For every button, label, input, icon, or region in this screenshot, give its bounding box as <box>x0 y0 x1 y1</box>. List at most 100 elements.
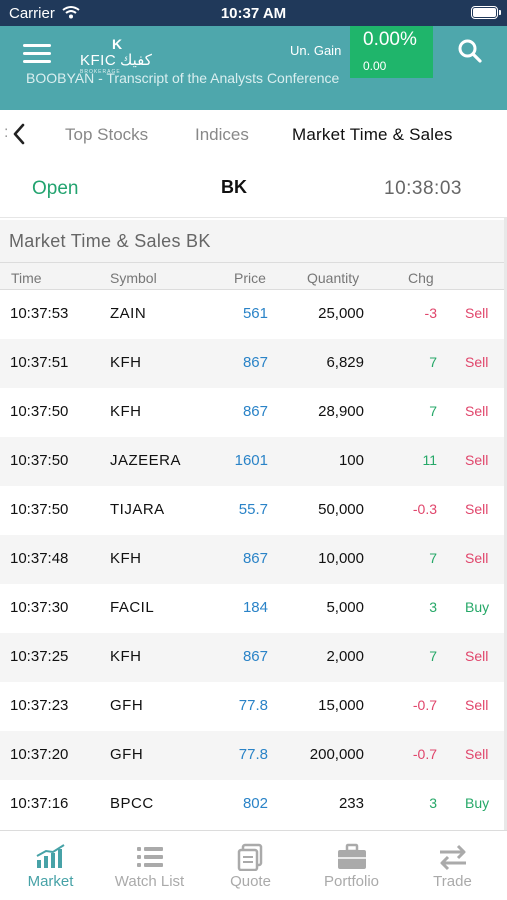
trade-time: 10:37:53 <box>10 305 69 322</box>
trade-price: 867 <box>242 648 268 665</box>
trade-symbol: BPCC <box>110 795 154 812</box>
logo-subtitle: BROKERAGE <box>80 69 121 75</box>
unrealized-gain-label: Un. Gain <box>290 43 342 58</box>
trade-side: Buy <box>465 599 490 615</box>
trade-quantity: 15,000 <box>318 697 364 714</box>
trade-change: 7 <box>429 550 437 566</box>
trade-time: 10:37:50 <box>10 452 69 469</box>
trade-quantity: 28,900 <box>318 403 364 420</box>
market-name[interactable]: BK <box>221 177 247 197</box>
trade-symbol: KFH <box>110 648 142 665</box>
search-icon[interactable] <box>457 38 483 64</box>
table-row[interactable]: 10:37:50 TIJARA 55.7 50,000 -0.3 Sell <box>0 486 504 535</box>
table-header: Time Symbol Price Quantity Chg <box>0 262 504 290</box>
table-row[interactable]: 10:37:16 BPCC 802 233 3 Buy <box>0 780 504 829</box>
trade-symbol: KFH <box>110 354 142 371</box>
scroll-track <box>504 218 507 830</box>
nav-quote[interactable]: Quote <box>200 831 301 900</box>
trade-symbol: KFH <box>110 403 142 420</box>
battery-icon <box>471 6 501 19</box>
logo-arabic-text: كفيك <box>120 51 152 69</box>
trade-side: Sell <box>465 403 489 419</box>
trade-time: 10:37:30 <box>10 599 69 616</box>
trade-change: -0.7 <box>412 746 437 762</box>
trade-symbol: ZAIN <box>110 305 147 322</box>
trade-symbol: TIJARA <box>110 501 165 518</box>
hamburger-menu-icon[interactable] <box>23 42 51 64</box>
nav-portfolio[interactable]: Portfolio <box>301 831 402 900</box>
trade-symbol: KFH <box>110 550 142 567</box>
trade-side: Sell <box>465 648 489 664</box>
trade-side: Sell <box>465 501 489 517</box>
trade-time: 10:37:50 <box>10 403 69 420</box>
trade-time: 10:37:20 <box>10 746 69 763</box>
trades-table: 10:37:53 ZAIN 561 25,000 -3 Sell 10:37:51 KFH 86… <box>0 290 504 829</box>
column-header-time[interactable]: Time <box>11 270 42 286</box>
tab-market-time-sales[interactable]: Market Time & Sales <box>292 125 453 144</box>
tab-indices[interactable]: Indices <box>195 125 249 144</box>
trade-quantity: 5,000 <box>326 599 364 616</box>
table-row[interactable]: 10:37:23 GFH 77.8 15,000 -0.7 Sell <box>0 682 504 731</box>
trade-change: 3 <box>429 599 437 615</box>
nav-trade-label: Trade <box>433 873 472 890</box>
panel-header: Market Time & Sales BK <box>0 220 504 262</box>
trade-price: 1601 <box>234 452 268 469</box>
table-row[interactable]: 10:37:25 KFH 867 2,000 7 Sell <box>0 633 504 682</box>
logo-mark: K <box>112 36 123 52</box>
trade-quantity: 25,000 <box>318 305 364 322</box>
trade-side: Sell <box>465 550 489 566</box>
chevron-left-icon[interactable] <box>8 122 32 146</box>
table-row[interactable]: 10:37:30 FACIL 184 5,000 3 Buy <box>0 584 504 633</box>
panel-title: Market Time & Sales BK <box>9 231 211 251</box>
trade-change: 7 <box>429 403 437 419</box>
trade-quantity: 6,829 <box>326 354 364 371</box>
nav-watch-list[interactable]: Watch List <box>99 831 200 900</box>
trade-time: 10:37:51 <box>10 354 69 371</box>
market-status-bar: Open BK 10:38:03 <box>0 158 507 218</box>
carrier-label: Carrier <box>9 5 55 22</box>
nav-market[interactable]: Market <box>0 831 101 900</box>
trade-price: 55.7 <box>238 501 268 518</box>
trade-quantity: 233 <box>338 795 364 812</box>
unrealized-gain-box[interactable]: 0.00% 0.00 <box>350 26 433 78</box>
table-row[interactable]: 10:37:20 GFH 77.8 200,000 -0.7 Sell <box>0 731 504 780</box>
unrealized-gain-percent: 0.00% <box>363 29 417 50</box>
column-header-price[interactable]: Price <box>234 270 266 286</box>
trade-side: Buy <box>465 795 490 811</box>
trade-time: 10:37:23 <box>10 697 69 714</box>
trade-price: 867 <box>242 403 268 420</box>
trade-price: 184 <box>242 599 268 616</box>
section-tabs: : Top Stocks Indices Market Time & Sales <box>0 110 507 158</box>
trade-time: 10:37:50 <box>10 501 69 518</box>
column-header-symbol[interactable]: Symbol <box>110 270 157 286</box>
trade-quantity: 50,000 <box>318 501 364 518</box>
trade-price: 77.8 <box>238 697 268 714</box>
portfolio-briefcase-icon <box>338 843 366 869</box>
trade-change: -3 <box>424 305 437 321</box>
trade-time: 10:37:16 <box>10 795 69 812</box>
trade-change: -0.3 <box>412 501 437 517</box>
market-clock: 10:38:03 <box>384 178 462 199</box>
market-chart-icon <box>36 844 65 868</box>
watch-list-icon <box>137 847 163 867</box>
tab-fragment: : <box>4 124 9 141</box>
trade-quantity: 2,000 <box>326 648 364 665</box>
trade-time: 10:37:25 <box>10 648 69 665</box>
kfic-logo: K KFIC كفيك BROKERAGE <box>70 36 170 76</box>
table-row[interactable]: 10:37:48 KFH 867 10,000 7 Sell <box>0 535 504 584</box>
nav-trade[interactable]: Trade <box>402 831 503 900</box>
table-row[interactable]: 10:37:51 KFH 867 6,829 7 Sell <box>0 339 504 388</box>
tab-top-stocks[interactable]: Top Stocks <box>65 125 149 144</box>
trade-symbol: GFH <box>110 746 144 763</box>
news-ticker[interactable]: BOOBYAN - Transcript of the Analysts Con… <box>26 70 340 86</box>
trade-price: 867 <box>242 550 268 567</box>
nav-market-label: Market <box>27 873 74 890</box>
table-row[interactable]: 10:37:53 ZAIN 561 25,000 -3 Sell <box>0 290 504 339</box>
table-row[interactable]: 10:37:50 KFH 867 28,900 7 Sell <box>0 388 504 437</box>
table-row[interactable]: 10:37:50 JAZEERA 1601 100 11 Sell <box>0 437 504 486</box>
nav-quote-label: Quote <box>230 873 271 890</box>
column-header-chg[interactable]: Chg <box>408 270 434 286</box>
column-header-quantity[interactable]: Quantity <box>307 270 360 286</box>
trade-change: 11 <box>422 452 437 468</box>
trade-side: Sell <box>465 354 489 370</box>
